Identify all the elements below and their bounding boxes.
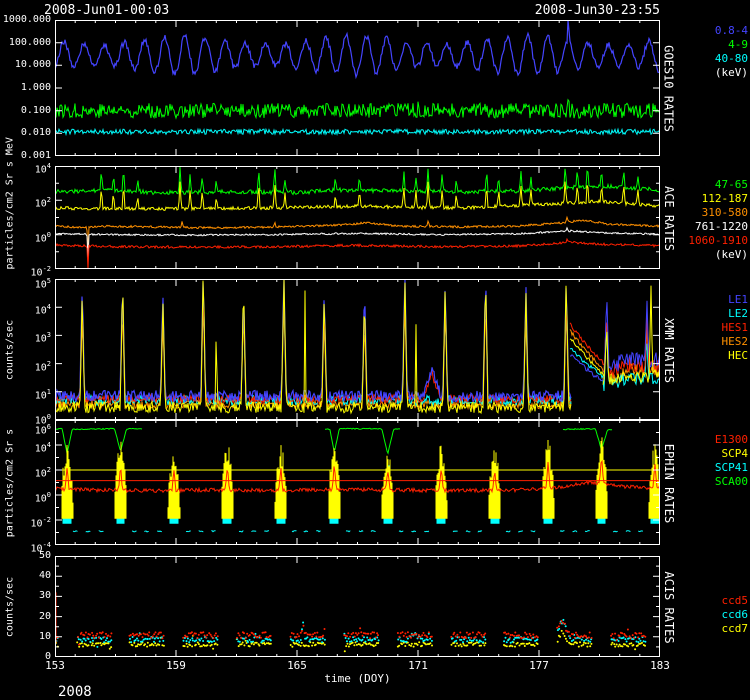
- series-0.8-4: [55, 20, 660, 77]
- series-1060-1910: [55, 239, 660, 269]
- panel-frame: [56, 167, 660, 269]
- legend-item: ccd6: [686, 608, 748, 622]
- x-tick-label: 159: [156, 659, 196, 672]
- legend-ephin: E1300SCP4SCP41SCA00: [686, 433, 748, 489]
- series-4-9: [55, 100, 660, 118]
- legend-item: HES1: [686, 321, 748, 335]
- legend-item: 310-580: [686, 206, 748, 220]
- legend-item: SCA00: [686, 475, 748, 489]
- x-tick-label: 177: [519, 659, 559, 672]
- y-tick-label: 1000.000: [0, 15, 51, 25]
- panel-title-ace: ACE RATES: [661, 167, 676, 270]
- panel-title-ephin: EPHIN RATES: [661, 421, 676, 546]
- legend-item: 1060-1910: [686, 234, 748, 248]
- series-761-1220: [55, 228, 660, 260]
- series-E1300: [55, 461, 660, 492]
- panel-plot-acis: [55, 556, 660, 657]
- y-tick-label: 10.000: [0, 60, 51, 70]
- series-47-65: [55, 167, 660, 195]
- legend-item: SCP41: [686, 461, 748, 475]
- legend-item: (keV): [686, 248, 748, 262]
- panel-title-acis: ACIS RATES: [661, 557, 676, 658]
- x-tick-label: 183: [640, 659, 680, 672]
- legend-item: 40-80: [686, 52, 748, 66]
- series-SCA00: [325, 428, 400, 453]
- x-tick-label: 171: [398, 659, 438, 672]
- x-tick-label: 153: [35, 659, 75, 672]
- series-SCA00: [563, 429, 612, 449]
- series-SCP4-bursts: [62, 437, 660, 518]
- series-LE2: [55, 287, 571, 405]
- axis-ticks: [55, 166, 660, 269]
- legend-item: LE1: [686, 293, 748, 307]
- y-tick-label: 0.100: [0, 106, 51, 116]
- panel-plot-ephin: [55, 420, 660, 545]
- panel-frame: [56, 421, 660, 545]
- x-axis-title: time (DOY): [55, 672, 660, 685]
- legend-item: SCP4: [686, 447, 748, 461]
- y-axis-title-ephin: particles/cm2 Sr s: [3, 420, 17, 545]
- series-SCP41: [73, 531, 643, 532]
- series-40-80: [55, 129, 660, 134]
- legend-item: 761-1220: [686, 220, 748, 234]
- axis-ticks: [55, 420, 660, 545]
- legend-ace: 47-65112-187310-580761-12201060-1910(keV…: [686, 178, 748, 262]
- x-tick-label: 165: [277, 659, 317, 672]
- y-axis-title-ace: particles/cm2 Sr s MeV: [3, 166, 17, 269]
- y-tick-label: 100.000: [0, 38, 51, 48]
- panel-plot-ace: [55, 166, 660, 269]
- legend-goes10: 0.8-44-940-80(keV): [686, 24, 748, 80]
- legend-item: HEC: [686, 349, 748, 363]
- panel-plot-goes10: [55, 20, 660, 156]
- series-LE1: [55, 279, 571, 402]
- legend-item: ccd5: [686, 594, 748, 608]
- y-tick-label: 1.000: [0, 83, 51, 93]
- year-label: 2008: [58, 684, 92, 700]
- radiation-rates-summary-plot: 2008-Jun01-00:03 2008-Jun30-23:55 1000.0…: [0, 0, 750, 700]
- legend-xmm: LE1LE2HES1HES2HEC: [686, 293, 748, 363]
- legend-item: ccd7: [686, 622, 748, 636]
- legend-item: (keV): [686, 66, 748, 80]
- end-datetime-label: 2008-Jun30-23:55: [535, 3, 660, 18]
- panel-plot-xmm: [55, 279, 660, 420]
- legend-item: E1300: [686, 433, 748, 447]
- series-HES1: [55, 290, 571, 403]
- series-112-187: [55, 182, 660, 211]
- legend-item: 4-9: [686, 38, 748, 52]
- legend-item: LE2: [686, 307, 748, 321]
- legend-item: 47-65: [686, 178, 748, 192]
- start-datetime-label: 2008-Jun01-00:03: [44, 3, 169, 18]
- legend-acis: ccd5ccd6ccd7: [686, 594, 748, 636]
- legend-item: HES2: [686, 335, 748, 349]
- panel-title-xmm: XMM RATES: [661, 280, 676, 421]
- series-SCA00: [55, 428, 142, 453]
- y-axis-title-acis: counts/sec: [3, 556, 17, 657]
- panel-title-goes10: GOES10 RATES: [661, 21, 676, 157]
- legend-item: 0.8-4: [686, 24, 748, 38]
- y-axis-title-xmm: counts/sec: [3, 279, 17, 420]
- legend-item: 112-187: [686, 192, 748, 206]
